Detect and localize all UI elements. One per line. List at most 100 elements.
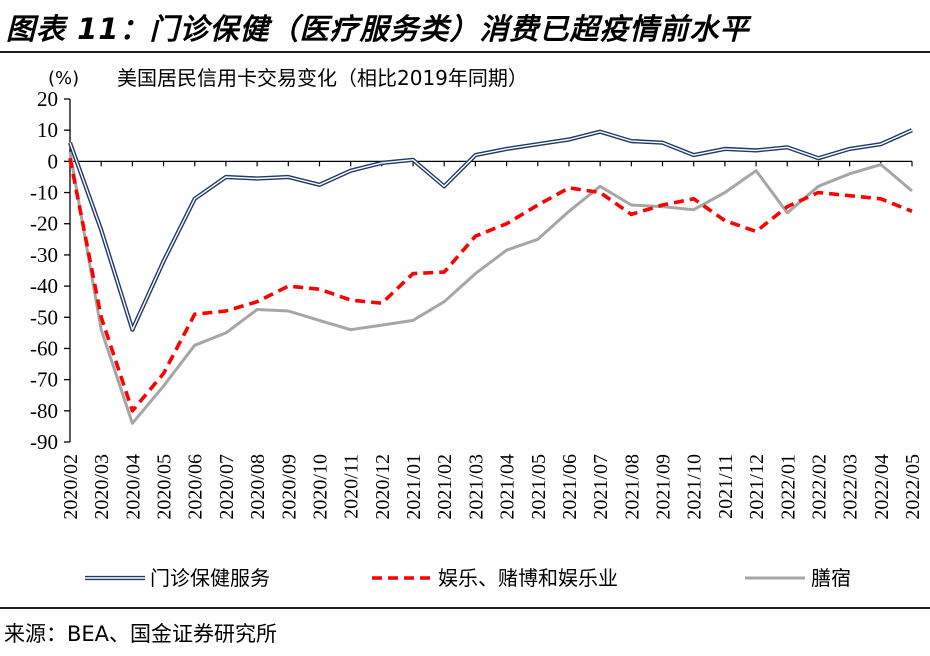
y-tick-label: -20 — [30, 212, 58, 236]
x-tick-label: 2020/09 — [278, 454, 300, 520]
data-point — [162, 372, 165, 375]
data-point — [568, 187, 571, 190]
data-point — [193, 344, 196, 347]
legend-item-3: 膳宿 — [745, 566, 851, 590]
data-point — [630, 140, 633, 143]
data-point — [100, 316, 103, 319]
x-tick-label: 2021/11 — [715, 454, 737, 519]
x-tick-label: 2022/01 — [777, 454, 799, 520]
data-point — [817, 191, 820, 194]
x-tick-labels: 2020/02 2020/03 2020/04 2020/05 2020/06 2020/… — [60, 454, 924, 520]
data-point — [474, 235, 477, 238]
data-point — [381, 302, 384, 305]
x-tick-label: 2020/12 — [372, 454, 394, 520]
x-tick-label: 2021/09 — [653, 454, 675, 520]
x-tick-label: 2020/11 — [341, 454, 363, 519]
x-tick-label: 2020/05 — [154, 454, 176, 520]
x-tick-label: 2022/05 — [902, 454, 924, 520]
data-point — [474, 154, 477, 157]
x-tick-label: 2022/02 — [808, 454, 830, 520]
data-point — [443, 300, 446, 303]
data-point — [131, 422, 134, 425]
x-tick-label: 2022/03 — [840, 454, 862, 520]
data-point — [412, 158, 415, 161]
data-point — [755, 149, 758, 152]
x-tick-label: 2021/04 — [497, 454, 519, 520]
y-tick-label: 20 — [37, 87, 58, 111]
data-point — [443, 185, 446, 188]
data-point — [911, 190, 914, 193]
data-point — [692, 154, 695, 157]
x-tick-label: 2021/08 — [621, 454, 643, 520]
series-1 — [68, 128, 914, 332]
data-point — [786, 146, 789, 149]
data-point — [287, 310, 290, 313]
data-point — [848, 172, 851, 175]
data-point — [599, 130, 602, 133]
series-lines — [68, 128, 914, 425]
series-3 — [68, 151, 914, 425]
data-point — [879, 197, 882, 200]
data-point — [630, 213, 633, 216]
x-tick-label: 2021/07 — [590, 454, 612, 520]
y-tick-label: -50 — [30, 305, 58, 329]
data-point — [349, 169, 352, 172]
data-point — [381, 324, 384, 327]
data-point — [412, 319, 415, 322]
legend-label: 膳宿 — [811, 566, 851, 590]
top-rule — [0, 51, 930, 53]
data-point — [879, 143, 882, 146]
data-point — [412, 272, 415, 275]
data-point — [599, 191, 602, 194]
legend: 门诊保健服务 娱乐、赌博和娱乐业 膳宿 — [85, 566, 851, 590]
data-point — [505, 148, 508, 151]
data-point — [661, 204, 664, 207]
data-point — [131, 328, 134, 331]
data-point — [599, 185, 602, 188]
data-point — [755, 169, 758, 172]
y-unit-label: (%) — [48, 68, 79, 89]
data-point — [911, 129, 914, 132]
axes — [64, 98, 913, 443]
series-2 — [68, 157, 913, 413]
data-point — [69, 141, 72, 144]
x-tick-label: 2020/02 — [60, 454, 82, 520]
data-point — [724, 148, 727, 151]
data-point — [225, 176, 228, 179]
data-point — [256, 177, 259, 180]
y-tick-label: -30 — [30, 243, 58, 267]
data-point — [879, 163, 882, 166]
x-tick-label: 2020/03 — [91, 454, 113, 520]
data-point — [817, 185, 820, 188]
data-point — [318, 183, 321, 186]
data-point — [381, 162, 384, 165]
data-point — [848, 148, 851, 151]
data-point — [287, 176, 290, 179]
data-point — [848, 194, 851, 197]
data-point — [817, 157, 820, 160]
data-point — [786, 211, 789, 214]
data-point — [755, 230, 758, 233]
x-tick-label: 2020/08 — [247, 454, 269, 520]
data-point — [661, 141, 664, 144]
y-tick-label: -40 — [30, 274, 58, 298]
data-point — [100, 328, 103, 331]
x-tick-label: 2020/04 — [122, 454, 144, 520]
data-point — [786, 205, 789, 208]
data-point — [692, 197, 695, 200]
data-point — [318, 288, 321, 291]
line-chart: (%) 美国居民信用卡交易变化（相比2019年同期） 20 10 0 -10 -20 -3… — [30, 66, 924, 590]
data-point — [256, 308, 259, 311]
y-tick-labels: 20 10 0 -10 -20 -30 -40 -50 -60 -70 -80 -90 — [30, 87, 58, 454]
data-point — [536, 204, 539, 207]
data-point — [162, 385, 165, 388]
x-tick-label: 2020/06 — [185, 454, 207, 520]
chart-title: 美国居民信用卡交易变化（相比2019年同期） — [117, 66, 528, 90]
data-point — [536, 143, 539, 146]
y-tick-label: 10 — [37, 118, 58, 142]
data-point — [318, 319, 321, 322]
y-tick-label: -80 — [30, 399, 58, 423]
data-point — [193, 197, 196, 200]
x-tick-label: 2022/04 — [871, 454, 893, 520]
y-tick-label: -90 — [30, 430, 58, 454]
